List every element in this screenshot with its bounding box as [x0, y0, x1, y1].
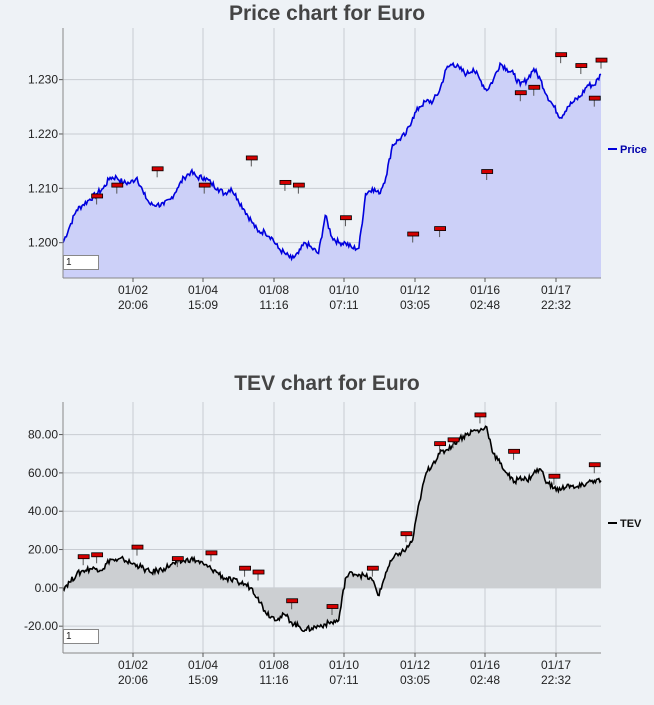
x-tick-time: 15:09: [188, 673, 218, 687]
x-tick-date: 01/12: [400, 658, 430, 672]
event-marker-flag[interactable]: [171, 556, 184, 562]
series-area-fill: [63, 63, 601, 279]
y-tick-label: 1.230: [28, 73, 58, 87]
event-marker-flag[interactable]: [239, 565, 251, 571]
x-tick-date: 01/17: [541, 658, 571, 672]
event-marker-flag[interactable]: [575, 63, 588, 68]
price-zoom-input[interactable]: 1: [63, 255, 99, 270]
event-marker-flag[interactable]: [131, 544, 144, 550]
x-tick-time: 02:48: [470, 298, 500, 312]
event-marker-flag[interactable]: [447, 437, 460, 443]
event-marker-flag[interactable]: [481, 169, 494, 174]
event-marker-flag[interactable]: [555, 52, 568, 58]
event-marker-flag[interactable]: [400, 531, 413, 537]
event-marker-flag[interactable]: [279, 179, 292, 185]
x-tick-date: 01/12: [400, 283, 430, 297]
x-tick-date: 01/16: [470, 283, 500, 297]
legend-label: TEV: [620, 518, 642, 530]
price-chart-panel: 1.200 1.210 1.220 1.230 01/02 20:06 01/04 15:09…: [0, 0, 654, 345]
x-tick-time: 07:11: [329, 298, 358, 312]
series-line-price: [62, 61, 602, 262]
y-tick-label: 1.210: [28, 181, 58, 195]
event-marker-flag[interactable]: [111, 182, 124, 188]
tev-chart-panel: -20.00 0.00 20.00 40.00 60.00 80.00 01/02 20:06…: [0, 370, 654, 705]
x-tick-time: 03:05: [400, 298, 430, 312]
x-tick-date: 01/04: [188, 283, 218, 297]
x-tick-date: 01/04: [188, 658, 218, 672]
y-tick-label: 1.220: [28, 127, 58, 141]
event-marker-flag[interactable]: [151, 166, 164, 172]
x-tick-time: 22:32: [541, 298, 571, 312]
x-tick-date: 01/02: [118, 658, 148, 672]
event-marker-flag[interactable]: [434, 441, 447, 447]
x-tick-date: 01/08: [259, 283, 289, 297]
event-marker-flag[interactable]: [434, 226, 447, 231]
y-tick-label: -20.00: [24, 619, 58, 633]
y-tick-label: 20.00: [28, 543, 58, 557]
event-marker-flag[interactable]: [588, 462, 601, 468]
x-tick-time: 11:16: [259, 298, 288, 312]
event-marker-flag[interactable]: [548, 473, 561, 479]
x-tick-time: 20:06: [118, 298, 148, 312]
event-marker-flag[interactable]: [595, 57, 608, 63]
tev-chart-title: TEV chart for Euro: [234, 372, 420, 395]
y-tick-label: 1.200: [28, 236, 58, 250]
series-line-tev: [62, 425, 602, 633]
event-marker-flag[interactable]: [528, 84, 541, 90]
y-tick-label: 40.00: [28, 504, 58, 518]
x-tick-time: 15:09: [188, 298, 218, 312]
tev-zoom-input[interactable]: 1: [63, 629, 99, 644]
event-marker-flag[interactable]: [474, 412, 487, 418]
x-tick-date: 01/16: [470, 658, 500, 672]
event-marker-flag[interactable]: [252, 569, 265, 575]
x-tick-date: 01/10: [329, 283, 359, 297]
x-tick-date: 01/02: [118, 283, 148, 297]
x-tick-time: 22:32: [541, 673, 571, 687]
x-tick-time: 20:06: [118, 673, 148, 687]
y-tick-label: 60.00: [28, 466, 58, 480]
x-tick-time: 03:05: [400, 673, 430, 687]
event-marker-flag[interactable]: [91, 193, 104, 199]
y-tick-label: 0.00: [35, 581, 59, 595]
series-area-fill: [63, 426, 601, 631]
event-marker-flag[interactable]: [340, 215, 352, 221]
price-chart-title: Price chart for Euro: [228, 2, 426, 25]
event-marker-flag[interactable]: [508, 448, 520, 454]
event-marker-flag[interactable]: [77, 554, 90, 560]
event-marker-flag[interactable]: [91, 552, 104, 558]
event-marker-flag[interactable]: [245, 155, 258, 161]
event-marker-flag[interactable]: [292, 182, 305, 188]
event-marker-flag[interactable]: [286, 598, 299, 604]
event-marker-flag[interactable]: [588, 95, 601, 101]
legend-label: Price: [620, 144, 647, 156]
x-tick-date: 01/08: [259, 658, 289, 672]
event-marker-flag[interactable]: [205, 550, 218, 556]
x-tick-time: 07:11: [329, 673, 358, 687]
event-marker-flag[interactable]: [407, 231, 420, 237]
event-marker-flag[interactable]: [326, 604, 339, 609]
x-tick-date: 01/10: [329, 658, 359, 672]
event-marker-flag[interactable]: [198, 182, 211, 188]
x-tick-time: 11:16: [259, 673, 288, 687]
event-marker-flag[interactable]: [514, 90, 527, 96]
y-tick-label: 80.00: [28, 428, 58, 442]
x-tick-time: 02:48: [470, 673, 500, 687]
event-marker-flag[interactable]: [366, 565, 379, 571]
x-tick-date: 01/17: [541, 283, 571, 297]
tev-chart-svg: -20.00 0.00 20.00 40.00 60.00 80.00 01/0220:06…: [24, 402, 642, 687]
